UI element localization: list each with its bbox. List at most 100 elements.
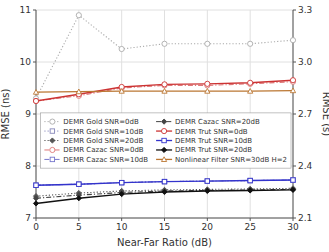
point: [248, 178, 252, 182]
x-tick: [207, 218, 208, 221]
y2-tick-label: 2.1: [298, 213, 312, 223]
series-line: [36, 15, 293, 98]
legend-label: DEMR Cazac SNR=0dB: [63, 146, 143, 154]
x-tick: [164, 218, 165, 221]
y2-tick-label: 3.0: [298, 57, 313, 67]
legend-label: Nonlinear Filter SNR=30dB H=2: [175, 156, 287, 164]
point: [33, 196, 38, 201]
point: [162, 82, 167, 87]
point: [34, 183, 38, 187]
series: [33, 13, 295, 101]
x-axis-label: Near-Far Ratio (dB): [117, 237, 212, 248]
legend-marker: [161, 119, 166, 124]
point: [77, 182, 81, 186]
point: [33, 90, 38, 95]
y2-tick-label: 2.4: [298, 161, 313, 171]
x-tick: [121, 218, 122, 221]
point: [162, 179, 166, 183]
series: [34, 178, 295, 188]
point: [248, 178, 252, 182]
point: [33, 98, 38, 103]
y-tick: [33, 218, 36, 219]
x-tick-label: 15: [159, 222, 170, 232]
point: [248, 80, 253, 85]
point: [76, 13, 81, 18]
x-tick: [78, 218, 79, 221]
y2-tick-label: 2.7: [298, 109, 312, 119]
point: [119, 89, 124, 94]
legend-label: DEMR Cazac SNR=20dB: [175, 118, 260, 126]
point: [248, 187, 253, 192]
x-tick-label: 25: [244, 222, 255, 232]
legend: DEMR Gold SNR=0dBDEMR Gold SNR=10dBDEMR …: [40, 113, 291, 168]
axes: 05101520253078910112.12.42.73.03.3: [20, 5, 313, 232]
point: [162, 179, 166, 183]
legend-label: DEMR Trut SNR=20dB: [175, 146, 252, 154]
point: [76, 196, 81, 201]
y-tick-label: 10: [20, 57, 32, 67]
y2-tick: [293, 114, 296, 115]
grid: [36, 10, 293, 218]
point: [119, 46, 124, 51]
y-tick: [33, 62, 36, 63]
point: [290, 78, 295, 83]
legend-marker: [50, 147, 55, 152]
y-tick-label: 8: [25, 161, 31, 171]
y2-tick: [293, 62, 296, 63]
y-axis-label: RMSE (ns): [0, 89, 11, 140]
point: [248, 89, 253, 94]
point: [290, 38, 295, 43]
point: [205, 179, 209, 183]
point: [290, 88, 295, 93]
series-line: [36, 180, 293, 185]
point: [34, 183, 38, 187]
point: [290, 187, 295, 192]
legend-marker: [50, 129, 54, 133]
point: [33, 98, 38, 103]
x-tick-label: 30: [287, 222, 299, 232]
legend-marker: [161, 147, 166, 152]
series: [33, 78, 295, 104]
series-line: [36, 180, 293, 185]
point: [205, 81, 210, 86]
y2-tick-label: 3.3: [298, 5, 312, 15]
legend-label: DEMR Gold SNR=10dB: [63, 128, 143, 136]
x-tick-label: 20: [202, 222, 214, 232]
point: [291, 178, 295, 182]
y2-tick: [293, 218, 296, 219]
legend-label: DEMR Cazac SNR=10dB: [63, 156, 148, 164]
legend-label: DEMR Gold SNR=0dB: [63, 118, 139, 126]
legend-marker: [50, 157, 54, 161]
point: [205, 188, 210, 193]
legend-label: DEMR Trut SNR=0dB: [175, 128, 248, 136]
point: [33, 201, 38, 206]
point: [205, 188, 210, 193]
y-tick: [33, 166, 36, 167]
point: [205, 41, 210, 46]
series: [34, 178, 295, 188]
legend-marker: [50, 138, 55, 143]
legend-marker: [162, 138, 166, 142]
y2-tick: [293, 166, 296, 167]
point: [248, 41, 253, 46]
y-tick-label: 7: [25, 213, 31, 223]
y2-axis-label: RMSE (s): [321, 92, 329, 137]
series-line: [36, 180, 293, 185]
chart: 05101520253078910112.12.42.73.03.3Near-F…: [0, 0, 329, 252]
point: [291, 178, 295, 182]
series: [34, 178, 295, 188]
legend-label: DEMR Gold SNR=20dB: [63, 137, 143, 145]
series-line: [36, 80, 293, 101]
legend-marker: [161, 157, 166, 162]
point: [119, 180, 123, 184]
series-line: [36, 190, 293, 204]
point: [77, 182, 81, 186]
legend-marker: [50, 119, 55, 124]
y-tick-label: 9: [25, 109, 31, 119]
legend-marker: [161, 128, 166, 133]
point: [162, 189, 167, 194]
point: [248, 188, 253, 193]
x-tick-label: 0: [33, 222, 39, 232]
x-tick-label: 10: [116, 222, 128, 232]
y-tick-label: 11: [20, 5, 31, 15]
